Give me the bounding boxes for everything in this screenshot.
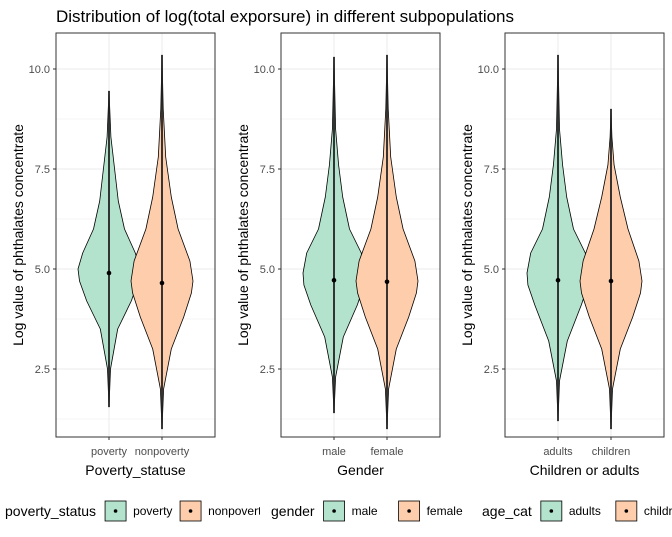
y-tick-label: 7.5 [484,164,499,176]
x-tick-label: poverty [91,446,128,458]
legend-label-male: male [352,504,378,518]
x-tick-label: female [370,446,403,458]
y-tick-label: 2.5 [260,364,275,376]
panel-1: 2.5 5.0 7.5 10.0 poverty nonpoverty Poverty_st… [10,32,216,478]
x-axis-title: Gender [337,462,384,478]
median-point-female [384,279,390,285]
panel-3: 2.5 5.0 7.5 10.0 adults children Children or a… [459,32,665,478]
median-point-adults [555,277,561,283]
y-tick-label: 5.0 [260,264,275,276]
legend-1: poverty_status poverty nonpoverty [5,500,267,522]
legend-label-female: female [427,504,463,518]
panel-border [280,32,441,438]
median-point-male [331,277,337,283]
y-tick-label: 5.0 [35,264,50,276]
y-tick-label: 10.0 [254,64,275,76]
chart-title: Distribution of log(total exporsure) in … [56,7,514,26]
legend-2: gender male female [271,500,463,522]
legend-key-dot [624,509,629,513]
y-axis-title: Log value of phthalates concentrate [459,124,475,346]
legend-label-nonpoverty: nonpoverty [208,504,267,518]
legend-key-dot [332,509,336,513]
legend-label-poverty: poverty [133,504,172,518]
median-point-children [608,278,614,284]
legend-key-dot [407,509,411,513]
legend-label-children: children [644,504,672,518]
y-tick-label: 7.5 [35,164,50,176]
legend-title: age_cat [482,503,532,519]
legend-title: poverty_status [5,503,96,519]
y-tick-label: 7.5 [260,164,275,176]
legend-key-dot [549,509,554,513]
legend-3: age_cat adults children [482,500,672,522]
x-axis-title: Poverty_statuse [85,462,186,478]
y-tick-label: 2.5 [35,364,50,376]
x-axis-title: Children or adults [530,462,640,478]
y-tick-label: 10.0 [478,64,499,76]
median-point-poverty [106,270,112,276]
x-tick-label: nonpoverty [135,446,190,458]
y-axis-title: Log value of phthalates concentrate [10,124,26,346]
legend-label-adults: adults [569,504,601,518]
x-tick-label: male [322,446,346,458]
median-point-nonpoverty [159,280,165,286]
legend-key-dot [113,509,118,513]
y-tick-label: 10.0 [29,64,50,76]
x-tick-label: children [592,446,631,458]
panel-2: 2.5 5.0 7.5 10.0 male female Gender Log value o… [235,32,441,478]
x-tick-label: adults [543,446,573,458]
panel-border [504,32,665,438]
legend-key-dot [188,509,193,513]
y-axis-title: Log value of phthalates concentrate [235,124,251,346]
legend-title: gender [271,503,315,519]
panel-border [55,32,216,438]
y-tick-label: 2.5 [484,364,499,376]
y-tick-label: 5.0 [484,264,499,276]
